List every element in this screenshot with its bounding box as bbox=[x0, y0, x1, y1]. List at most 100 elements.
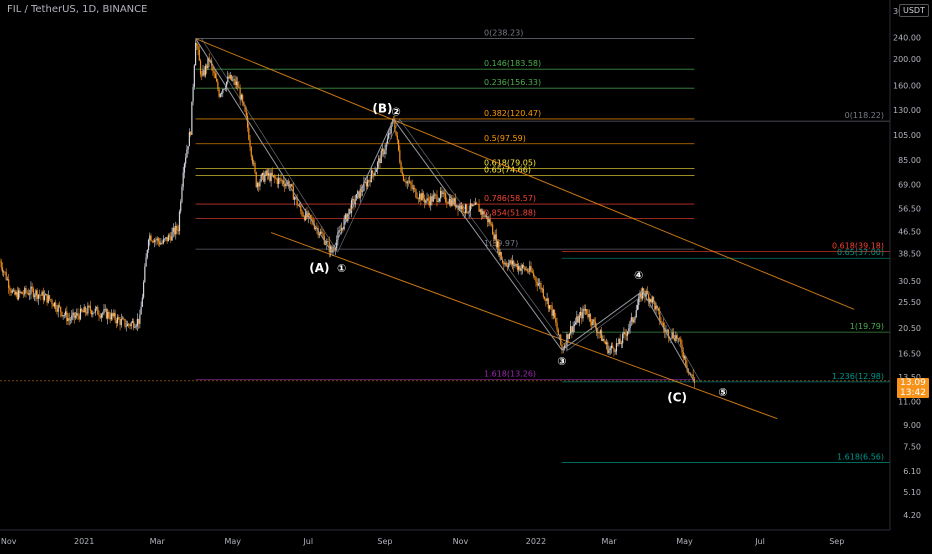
candle-body bbox=[614, 351, 616, 352]
candle-body bbox=[79, 308, 82, 320]
candle-body bbox=[435, 194, 437, 196]
candle-body bbox=[249, 139, 251, 148]
candle-body bbox=[651, 296, 653, 303]
candle-body bbox=[581, 312, 583, 319]
candle-body bbox=[156, 238, 158, 241]
candle-body bbox=[613, 347, 615, 352]
candle-body bbox=[27, 292, 30, 295]
candle-body bbox=[511, 260, 514, 265]
candle-body bbox=[525, 269, 527, 270]
candle-body bbox=[245, 111, 247, 116]
candle-body bbox=[365, 181, 367, 187]
candle-body bbox=[514, 264, 516, 266]
candle-body bbox=[166, 237, 168, 242]
candle-body bbox=[214, 73, 216, 79]
candle-body bbox=[526, 269, 528, 272]
candle-body bbox=[427, 198, 429, 201]
candle-body bbox=[115, 320, 117, 324]
candle-body bbox=[639, 293, 641, 298]
candle-body bbox=[253, 162, 255, 164]
wave-label: (C) bbox=[667, 390, 687, 404]
candle-body bbox=[136, 318, 138, 326]
candle-body bbox=[400, 162, 402, 173]
y-tick-label: 56.50 bbox=[898, 204, 921, 213]
candle-body bbox=[426, 198, 428, 201]
candle-body bbox=[509, 260, 511, 264]
candle-body bbox=[167, 235, 169, 242]
candle-body bbox=[295, 197, 297, 198]
candle-body bbox=[480, 209, 483, 215]
candle-body bbox=[445, 193, 447, 202]
candle-body bbox=[94, 308, 96, 313]
candle-body bbox=[586, 309, 588, 314]
y-tick-label: 16.50 bbox=[898, 350, 921, 359]
candle-body bbox=[1, 267, 4, 273]
candle-body bbox=[190, 132, 192, 135]
candle-body bbox=[443, 192, 445, 194]
fib-extension-label: 0.65(37.00) bbox=[837, 248, 884, 257]
fib-extension-label: 1.618(6.56) bbox=[837, 452, 884, 461]
candle-body bbox=[9, 287, 11, 291]
candle-body bbox=[461, 205, 463, 210]
candle-body bbox=[35, 290, 37, 296]
candle-body bbox=[251, 156, 254, 164]
candle-body bbox=[659, 310, 661, 321]
candle-body bbox=[546, 298, 548, 301]
candle-body bbox=[449, 198, 452, 206]
x-tick-label: 2022 bbox=[526, 537, 546, 546]
candle-body bbox=[384, 149, 386, 155]
candle-body bbox=[345, 214, 348, 222]
candle-body bbox=[441, 190, 443, 194]
candle-body bbox=[472, 204, 474, 207]
candle-body bbox=[344, 214, 346, 220]
candle-body bbox=[243, 101, 245, 106]
candle-body bbox=[77, 313, 79, 316]
candle-body bbox=[114, 312, 116, 321]
candle-body bbox=[194, 42, 197, 66]
candle-body bbox=[276, 178, 278, 184]
candle-body bbox=[416, 197, 418, 199]
candle-body bbox=[620, 343, 622, 345]
candle-body bbox=[207, 57, 209, 69]
candle-body bbox=[196, 42, 198, 46]
candle-body bbox=[380, 150, 382, 163]
candle-body bbox=[15, 291, 17, 295]
candle-body bbox=[154, 239, 156, 243]
candle-body bbox=[219, 93, 221, 97]
candle-body bbox=[506, 265, 509, 267]
candle-body bbox=[303, 216, 306, 220]
candle-body bbox=[261, 172, 264, 176]
candle-body bbox=[500, 252, 502, 260]
candle-body bbox=[678, 338, 681, 340]
last-price-badge: 13.09 13:42 bbox=[897, 378, 929, 398]
candle-body bbox=[269, 173, 271, 182]
wave-parallel-line bbox=[337, 119, 400, 253]
candle-body bbox=[388, 133, 390, 139]
candle-body bbox=[433, 194, 436, 196]
candle-body bbox=[222, 89, 224, 93]
candle-body bbox=[92, 313, 94, 315]
candle-body bbox=[98, 314, 100, 317]
candle-body bbox=[119, 319, 121, 325]
candle-body bbox=[359, 189, 361, 199]
candle-body bbox=[68, 318, 70, 321]
candle-body bbox=[87, 305, 89, 314]
candle-body bbox=[157, 238, 160, 242]
candle-body bbox=[24, 288, 26, 295]
currency-badge[interactable]: USDT bbox=[899, 4, 929, 17]
candle-body bbox=[482, 211, 484, 215]
candle-body bbox=[274, 175, 276, 179]
candle-body bbox=[42, 291, 44, 301]
candle-body bbox=[246, 115, 249, 128]
candle-body bbox=[66, 311, 68, 322]
candle-body bbox=[399, 150, 401, 163]
y-tick-label: 46.50 bbox=[898, 227, 921, 236]
candle-body bbox=[6, 279, 9, 280]
y-tick-label: 4.20 bbox=[903, 511, 921, 520]
candle-body bbox=[86, 312, 88, 314]
candle-body bbox=[536, 281, 538, 286]
candle-body bbox=[383, 149, 385, 155]
candle-body bbox=[51, 300, 53, 305]
